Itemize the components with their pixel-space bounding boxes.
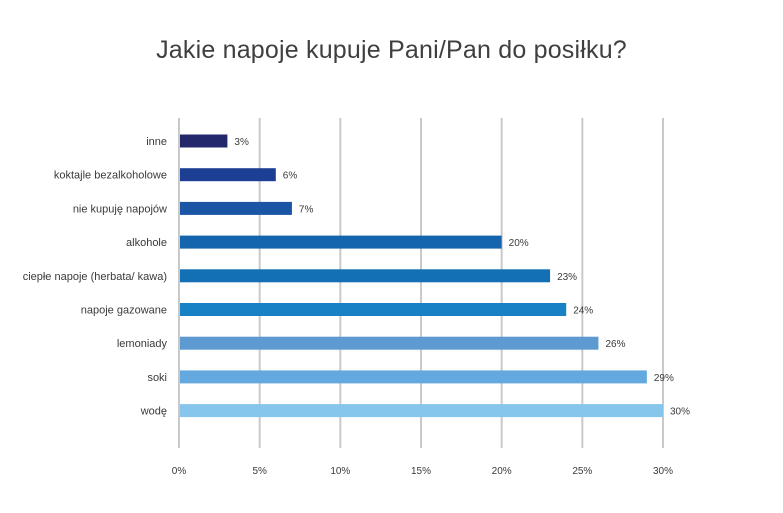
bar <box>180 235 502 249</box>
category-label: inne <box>146 136 167 148</box>
bar <box>180 269 551 283</box>
category-label: koktajle bezalkoholowe <box>54 170 167 182</box>
category-label: soki <box>147 372 167 384</box>
category-label: ciepłe napoje (herbata/ kawa) <box>23 271 167 283</box>
bars <box>180 134 663 418</box>
value-labels: 3% 6% 7% 20% 23% 24% 26% 29% 30% <box>234 137 690 418</box>
bar <box>180 404 663 418</box>
x-tick-label: 30% <box>653 466 673 477</box>
category-label: wodę <box>140 406 167 418</box>
value-label: 6% <box>283 171 298 182</box>
value-label: 24% <box>573 306 593 317</box>
x-tick-label: 15% <box>411 466 431 477</box>
category-label: alkohole <box>126 237 167 249</box>
value-label: 30% <box>670 407 690 418</box>
chart-title: Jakie napoje kupuje Pani/Pan do posiłku? <box>156 36 627 64</box>
x-tick-label: 5% <box>252 466 267 477</box>
category-label: nie kupuję napojów <box>73 203 167 215</box>
x-tick-label: 10% <box>330 466 350 477</box>
bar <box>180 168 276 182</box>
x-tick-label: 20% <box>492 466 512 477</box>
value-label: 29% <box>654 373 674 384</box>
category-label: napoje gazowane <box>81 305 167 317</box>
category-labels: inne koktajle bezalkoholowe nie kupuję nap… <box>23 136 168 418</box>
x-axis-ticks: 0% 5% 10% 15% 20% 25% 30% <box>172 466 673 477</box>
bar <box>180 303 567 316</box>
category-label: lemoniady <box>117 338 168 350</box>
bar <box>180 336 599 350</box>
bar <box>180 201 292 215</box>
x-tick-label: 0% <box>172 466 187 477</box>
value-label: 3% <box>234 137 249 148</box>
gridlines <box>178 118 664 448</box>
value-label: 20% <box>509 238 529 249</box>
x-tick-label: 25% <box>572 466 592 477</box>
bar <box>180 370 647 384</box>
value-label: 23% <box>557 272 577 283</box>
bar <box>180 134 228 148</box>
value-label: 26% <box>605 339 625 350</box>
value-label: 7% <box>299 204 314 215</box>
